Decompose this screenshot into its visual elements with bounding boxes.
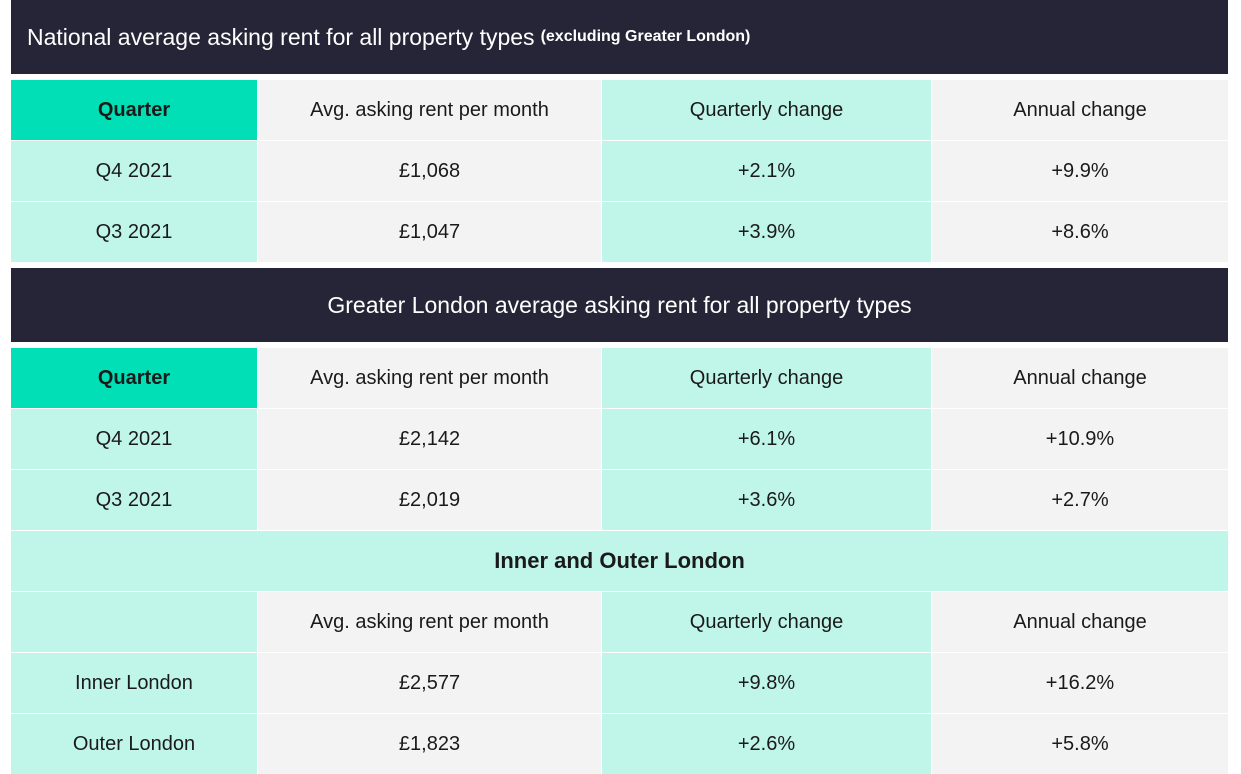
inner-outer-header-row: Avg. asking rent per month Quarterly cha… [11, 591, 1228, 652]
rent-cell: £2,019 [257, 470, 601, 530]
inner-outer-header-rent: Avg. asking rent per month [257, 592, 601, 652]
national-title-text: National average asking rent for all pro… [27, 23, 535, 50]
table-row: Q3 2021 £2,019 +3.6% +2.7% [11, 469, 1228, 530]
national-header-rent: Avg. asking rent per month [257, 80, 601, 140]
national-header-quarter: Quarter [11, 80, 257, 140]
rent-tables: National average asking rent for all pro… [11, 0, 1228, 774]
london-header-rent: Avg. asking rent per month [257, 348, 601, 408]
annual-change-cell: +10.9% [931, 409, 1228, 469]
table-row: Outer London £1,823 +2.6% +5.8% [11, 713, 1228, 774]
area-cell: Outer London [11, 714, 257, 774]
national-title-note: (excluding Greater London) [540, 28, 751, 45]
rent-cell: £1,047 [257, 202, 601, 262]
national-header-quarterly: Quarterly change [601, 80, 931, 140]
table-row: Q4 2021 £1,068 +2.1% +9.9% [11, 140, 1228, 201]
quarterly-change-cell: +3.9% [601, 202, 931, 262]
quarter-cell: Q3 2021 [11, 202, 257, 262]
inner-outer-title: Inner and Outer London [11, 530, 1228, 591]
national-table-title: National average asking rent for all pro… [11, 0, 1228, 74]
quarterly-change-cell: +6.1% [601, 409, 931, 469]
annual-change-cell: +8.6% [931, 202, 1228, 262]
london-header-quarter: Quarter [11, 348, 257, 408]
inner-outer-header-blank [11, 592, 257, 652]
london-header-row: Quarter Avg. asking rent per month Quart… [11, 348, 1228, 408]
annual-change-cell: +5.8% [931, 714, 1228, 774]
inner-outer-header-annual: Annual change [931, 592, 1228, 652]
london-table-title: Greater London average asking rent for a… [11, 268, 1228, 342]
rent-cell: £2,142 [257, 409, 601, 469]
london-header-quarterly: Quarterly change [601, 348, 931, 408]
inner-outer-header-quarterly: Quarterly change [601, 592, 931, 652]
quarterly-change-cell: +3.6% [601, 470, 931, 530]
area-cell: Inner London [11, 653, 257, 713]
quarterly-change-cell: +2.6% [601, 714, 931, 774]
rent-cell: £1,823 [257, 714, 601, 774]
quarter-cell: Q4 2021 [11, 409, 257, 469]
table-row: Q4 2021 £2,142 +6.1% +10.9% [11, 408, 1228, 469]
annual-change-cell: +9.9% [931, 141, 1228, 201]
rent-cell: £2,577 [257, 653, 601, 713]
quarterly-change-cell: +2.1% [601, 141, 931, 201]
rent-cell: £1,068 [257, 141, 601, 201]
national-header-annual: Annual change [931, 80, 1228, 140]
quarterly-change-cell: +9.8% [601, 653, 931, 713]
table-row: Inner London £2,577 +9.8% +16.2% [11, 652, 1228, 713]
quarter-cell: Q3 2021 [11, 470, 257, 530]
london-header-annual: Annual change [931, 348, 1228, 408]
national-header-row: Quarter Avg. asking rent per month Quart… [11, 80, 1228, 140]
annual-change-cell: +16.2% [931, 653, 1228, 713]
table-row: Q3 2021 £1,047 +3.9% +8.6% [11, 201, 1228, 262]
annual-change-cell: +2.7% [931, 470, 1228, 530]
quarter-cell: Q4 2021 [11, 141, 257, 201]
